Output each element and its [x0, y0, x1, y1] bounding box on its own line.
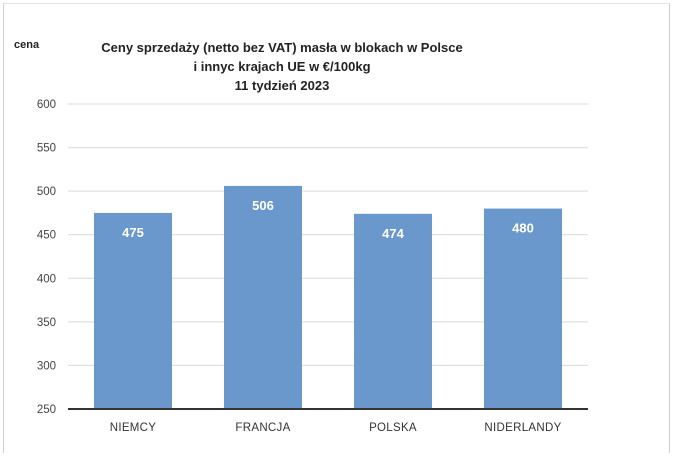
data-label: 475 [122, 225, 144, 240]
y-tick-label: 600 [37, 99, 56, 111]
category-label: NIDERLANDY [484, 422, 561, 434]
chart-frame [3, 3, 670, 453]
bar-niderlandy [484, 208, 562, 409]
category-label: POLSKA [369, 422, 417, 434]
y-axis-label: cena [14, 39, 40, 51]
y-tick-label: 350 [37, 317, 56, 329]
bar-polska [354, 213, 432, 409]
data-label: 480 [512, 221, 534, 236]
chart-title-line-2: i innyc krajach UE w €/100kg [193, 59, 370, 74]
y-tick-label: 250 [37, 404, 56, 416]
y-tick-label: 400 [37, 273, 56, 285]
y-tick-label: 450 [37, 230, 56, 242]
y-tick-label: 300 [37, 360, 56, 372]
chart-title-line-1: Ceny sprzedaży (netto bez VAT) masła w b… [101, 40, 462, 55]
y-tick-label: 550 [37, 143, 56, 155]
bar-niemcy [94, 212, 172, 409]
data-label: 506 [252, 198, 274, 213]
bar-francja [224, 185, 302, 409]
chart-title-line-3: 11 tydzień 2023 [235, 78, 330, 93]
category-label: FRANCJA [235, 422, 290, 434]
category-label: NIEMCY [110, 422, 157, 434]
bars: 475 506 474 480 [94, 185, 562, 409]
axes: 250 300 350 400 450 500 550 600 NIEMCY FRANCJA POL… [37, 99, 588, 434]
y-tick-label: 500 [37, 186, 56, 198]
data-label: 474 [382, 226, 404, 241]
